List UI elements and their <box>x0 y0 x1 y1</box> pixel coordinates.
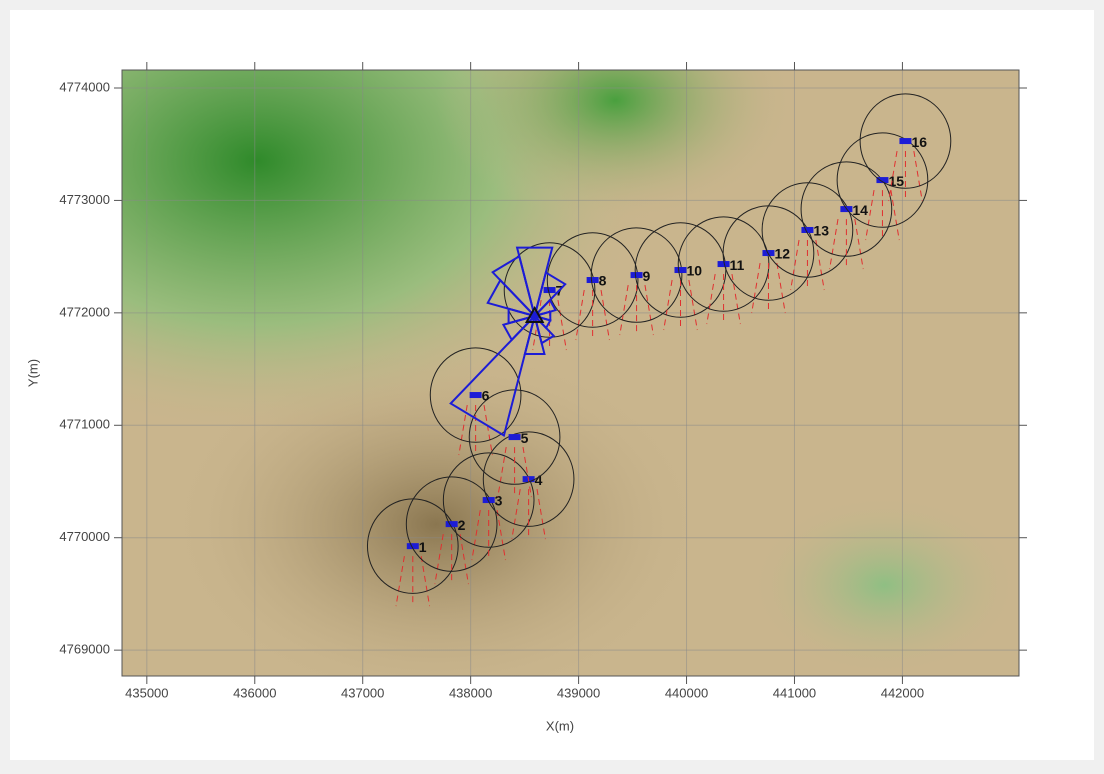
turbine-label: 13 <box>813 223 829 239</box>
y-tick-label: 4773000 <box>59 192 110 207</box>
turbine <box>544 287 556 293</box>
x-tick-label: 436000 <box>233 685 276 700</box>
y-tick-label: 4769000 <box>59 642 110 657</box>
y-tick-label: 4774000 <box>59 79 110 94</box>
turbine <box>446 521 458 527</box>
turbine-label: 3 <box>495 493 503 509</box>
turbine-label: 14 <box>852 202 868 218</box>
y-axis-label: Y(m) <box>25 359 40 387</box>
turbine-label: 1 <box>419 539 427 555</box>
turbine <box>899 138 911 144</box>
turbine-label: 9 <box>643 268 651 284</box>
x-tick-label: 440000 <box>665 685 708 700</box>
turbine <box>801 227 813 233</box>
y-tick-label: 4772000 <box>59 304 110 319</box>
turbine <box>509 434 521 440</box>
turbine-label: 5 <box>521 430 529 446</box>
turbine-label: 10 <box>686 263 702 279</box>
x-axis-label: X(m) <box>546 718 574 733</box>
x-tick-label: 442000 <box>881 685 924 700</box>
y-tick-label: 4771000 <box>59 417 110 432</box>
x-tick-label: 438000 <box>449 685 492 700</box>
turbine-label: 8 <box>599 273 607 289</box>
x-tick-label: 435000 <box>125 685 168 700</box>
x-tick-label: 441000 <box>773 685 816 700</box>
x-tick-label: 439000 <box>557 685 600 700</box>
turbine <box>631 272 643 278</box>
chart: 12345678910111213141516 X(m) Y(m) 435000… <box>0 0 1104 769</box>
turbine-label: 4 <box>535 472 543 488</box>
turbine <box>674 267 686 273</box>
turbine-label: 6 <box>482 388 490 404</box>
terrain <box>122 70 1019 676</box>
turbine-label: 11 <box>730 257 745 273</box>
turbine <box>587 277 599 283</box>
turbine-label: 12 <box>774 246 790 262</box>
turbine <box>470 392 482 398</box>
turbine-label: 16 <box>911 134 927 150</box>
turbine-label: 2 <box>458 517 466 533</box>
x-tick-label: 437000 <box>341 685 384 700</box>
y-tick-label: 4770000 <box>59 529 110 544</box>
